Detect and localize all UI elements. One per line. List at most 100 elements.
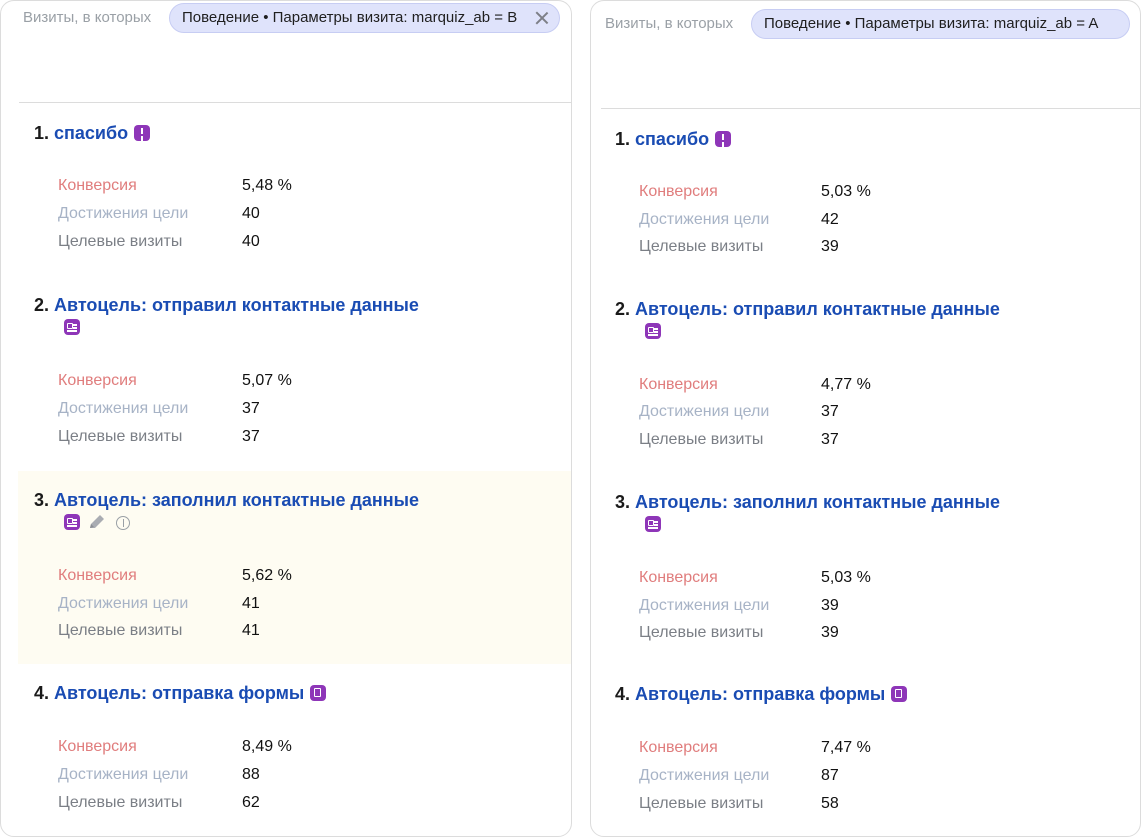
metric-label: Конверсия bbox=[58, 372, 137, 389]
metric-label: Конверсия bbox=[58, 177, 137, 194]
metric-label: Конверсия bbox=[639, 376, 718, 393]
goal-link[interactable]: Автоцель: отправил контактные данные bbox=[54, 295, 419, 315]
filter-label: Визиты, в которых bbox=[605, 15, 734, 32]
metric-label: Целевые визиты bbox=[639, 431, 764, 448]
metric-value: 87 bbox=[821, 767, 839, 784]
goal-item: 4. Автоцель: отправка формы Конверсия 7,… bbox=[591, 666, 1140, 836]
metric-value: 37 bbox=[821, 403, 839, 420]
goal-title: 2. Автоцель: отправил контактные данные bbox=[34, 295, 419, 316]
close-icon[interactable] bbox=[535, 11, 549, 25]
metric-value: 5,48 % bbox=[242, 177, 292, 194]
metric-label: Целевые визиты bbox=[639, 795, 764, 812]
metric-value: 42 bbox=[821, 211, 839, 228]
segment-chip-label: Поведение • Параметры визита: marquiz_ab… bbox=[764, 15, 1099, 32]
goal-title: 2. Автоцель: отправил контактные данные bbox=[615, 299, 1000, 320]
goal-icons bbox=[64, 514, 130, 533]
segment-panel-a: Визиты, в которых Поведение • Параметры … bbox=[590, 0, 1141, 837]
goal-number: 1. bbox=[34, 123, 50, 143]
metric-label: Конверсия bbox=[58, 567, 137, 584]
metric-label: Целевые визиты bbox=[639, 624, 764, 641]
metric-label: Достижения цели bbox=[639, 403, 770, 420]
goal-number: 2. bbox=[615, 299, 631, 319]
goal-title: 3. Автоцель: заполнил контактные данные bbox=[615, 492, 1000, 513]
goal-link[interactable]: спасибо bbox=[54, 123, 129, 143]
metric-label: Конверсия bbox=[639, 569, 718, 586]
filter-label: Визиты, в которых bbox=[23, 9, 152, 26]
segment-chip[interactable]: Поведение • Параметры визита: marquiz_ab… bbox=[751, 9, 1130, 39]
goal-icons bbox=[64, 319, 80, 338]
pencil-icon[interactable] bbox=[88, 514, 106, 530]
goal-number: 4. bbox=[34, 683, 50, 703]
goal-link[interactable]: Автоцель: заполнил контактные данные bbox=[635, 492, 1001, 512]
segment-chip-label: Поведение • Параметры визита: marquiz_ab… bbox=[182, 9, 518, 26]
contact-card-icon bbox=[64, 319, 80, 335]
metric-value: 5,62 % bbox=[242, 567, 292, 584]
goal-item: 2. Автоцель: отправил контактные данные … bbox=[1, 273, 571, 469]
goal-title: 4. Автоцель: отправка формы bbox=[615, 684, 908, 705]
metric-value: 7,47 % bbox=[821, 739, 871, 756]
metric-value: 40 bbox=[242, 233, 260, 250]
goal-item: 4. Автоцель: отправка формы Конверсия 8,… bbox=[1, 664, 571, 834]
contact-card-icon bbox=[645, 323, 661, 339]
goal-number: 4. bbox=[615, 684, 631, 704]
metric-label: Целевые визиты bbox=[58, 622, 183, 639]
goal-title: 3. Автоцель: заполнил контактные данные bbox=[34, 490, 419, 511]
metric-value: 37 bbox=[242, 400, 260, 417]
metric-label: Конверсия bbox=[58, 738, 137, 755]
form-icon bbox=[891, 686, 908, 702]
metric-value: 37 bbox=[242, 428, 260, 445]
metric-value: 39 bbox=[821, 597, 839, 614]
metric-value: 5,03 % bbox=[821, 569, 871, 586]
divider bbox=[601, 108, 1140, 109]
goal-number: 2. bbox=[34, 295, 50, 315]
metric-value: 62 bbox=[242, 794, 260, 811]
metric-value: 58 bbox=[821, 795, 839, 812]
metric-value: 5,03 % bbox=[821, 183, 871, 200]
segment-chip[interactable]: Поведение • Параметры визита: marquiz_ab… bbox=[169, 3, 560, 33]
goal-link[interactable]: Автоцель: заполнил контактные данные bbox=[54, 490, 420, 510]
goal-link[interactable]: Автоцель: отправка формы bbox=[54, 683, 305, 703]
form-icon bbox=[310, 685, 327, 701]
goal-item: 3. Автоцель: заполнил контактные данные … bbox=[591, 474, 1140, 666]
metric-label: Конверсия bbox=[639, 739, 718, 756]
goal-title: 1. спасибо bbox=[34, 123, 151, 144]
metric-label: Достижения цели bbox=[58, 400, 189, 417]
metric-value: 39 bbox=[821, 238, 839, 255]
panel-header: Визиты, в которых Поведение • Параметры … bbox=[1, 1, 571, 103]
goal-link[interactable]: Автоцель: отправил контактные данные bbox=[635, 299, 1000, 319]
metric-value: 39 bbox=[821, 624, 839, 641]
contact-card-icon bbox=[645, 516, 661, 532]
metric-label: Достижения цели bbox=[58, 205, 189, 222]
goal-link[interactable]: Автоцель: отправка формы bbox=[635, 684, 886, 704]
panel-header: Визиты, в которых Поведение • Параметры … bbox=[591, 1, 1140, 109]
exclamation-icon bbox=[134, 125, 151, 141]
goal-item: 3. Автоцель: заполнил контактные данные … bbox=[18, 471, 571, 664]
metric-label: Целевые визиты bbox=[58, 794, 183, 811]
goal-title: 4. Автоцель: отправка формы bbox=[34, 683, 327, 704]
metric-value: 8,49 % bbox=[242, 738, 292, 755]
metric-value: 37 bbox=[821, 431, 839, 448]
metric-label: Достижения цели bbox=[58, 595, 189, 612]
goal-number: 3. bbox=[34, 490, 50, 510]
metric-value: 5,07 % bbox=[242, 372, 292, 389]
metric-label: Достижения цели bbox=[639, 211, 770, 228]
metric-label: Достижения цели bbox=[639, 767, 770, 784]
metric-label: Конверсия bbox=[639, 183, 718, 200]
metric-label: Достижения цели bbox=[58, 766, 189, 783]
goal-item: 1. спасибо Конверсия 5,48 % Достижения ц… bbox=[1, 103, 571, 273]
goal-link[interactable]: спасибо bbox=[635, 129, 710, 149]
goal-icons bbox=[645, 516, 661, 535]
goal-number: 3. bbox=[615, 492, 631, 512]
segment-panel-b: Визиты, в которых Поведение • Параметры … bbox=[0, 0, 572, 837]
metric-label: Целевые визиты bbox=[58, 428, 183, 445]
info-icon[interactable] bbox=[116, 516, 130, 530]
goal-title: 1. спасибо bbox=[615, 129, 732, 150]
metric-value: 4,77 % bbox=[821, 376, 871, 393]
metric-label: Целевые визиты bbox=[639, 238, 764, 255]
contact-card-icon bbox=[64, 514, 80, 530]
goal-item: 1. спасибо Конверсия 5,03 % Достижения ц… bbox=[591, 109, 1140, 279]
divider bbox=[19, 102, 571, 103]
goal-item: 2. Автоцель: отправил контактные данные … bbox=[591, 279, 1140, 474]
metric-value: 41 bbox=[242, 622, 260, 639]
metric-value: 40 bbox=[242, 205, 260, 222]
